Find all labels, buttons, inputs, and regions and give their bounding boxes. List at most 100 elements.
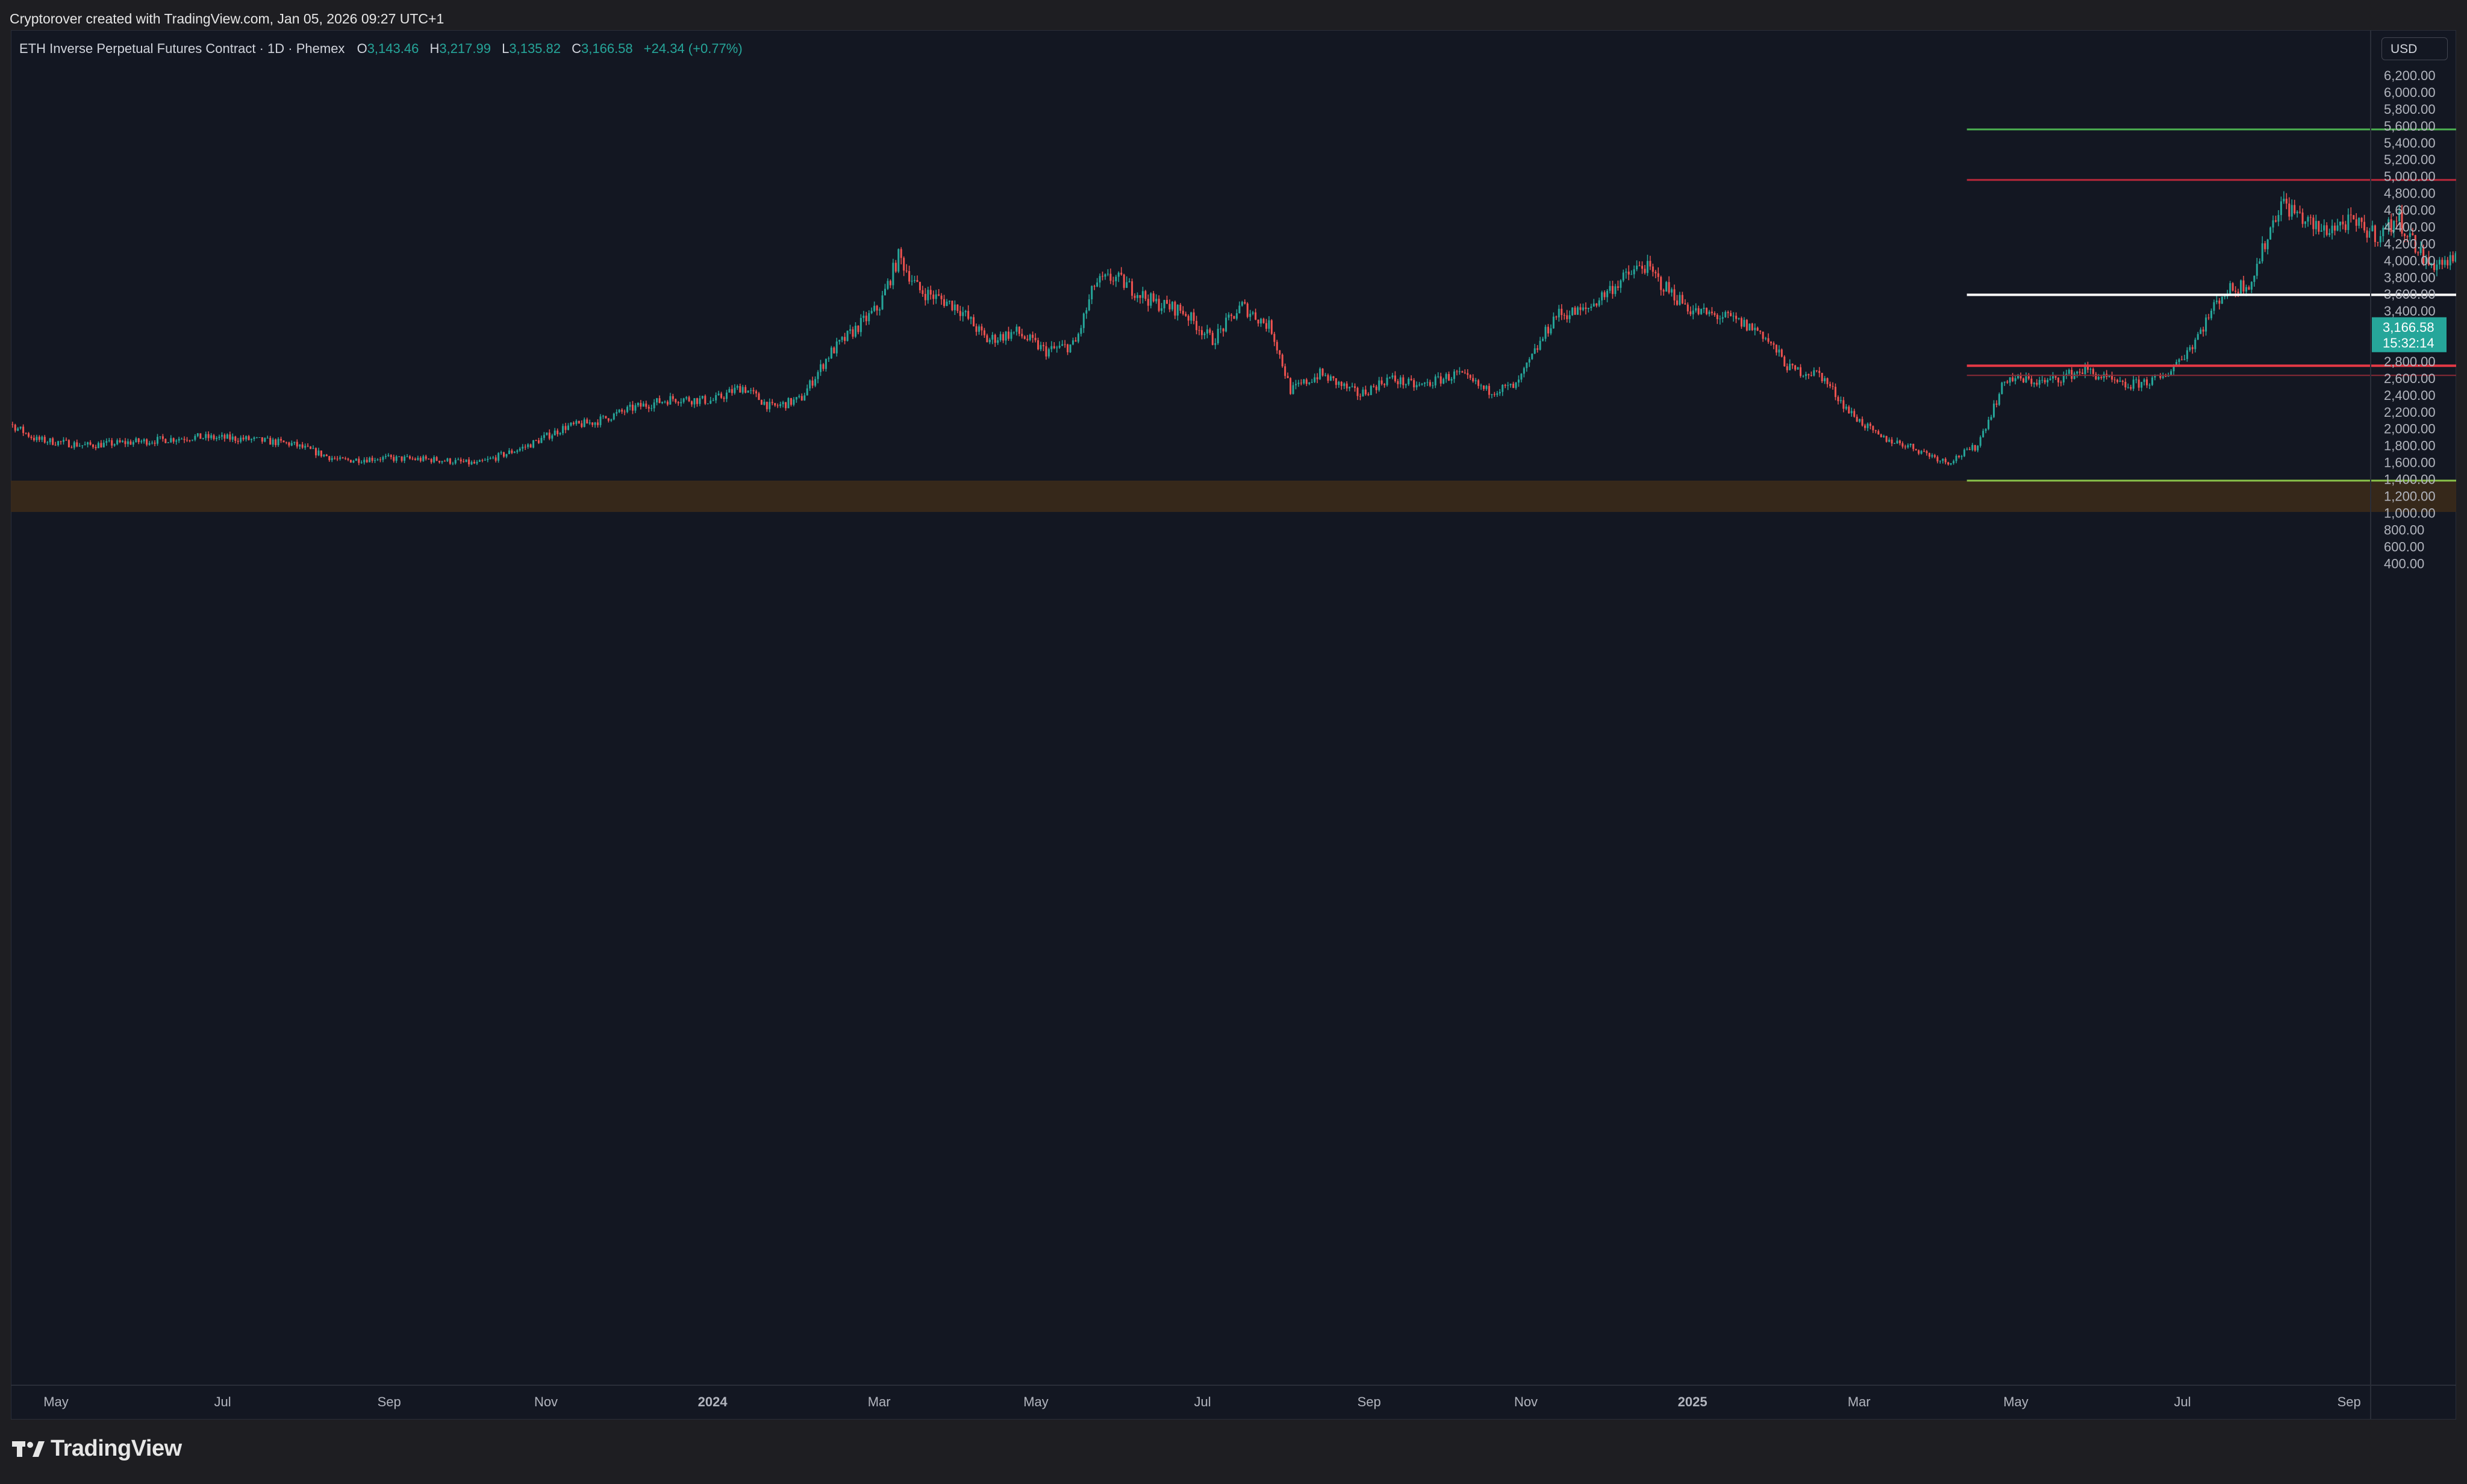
candle-body xyxy=(97,443,99,449)
candle-body xyxy=(2017,375,2019,378)
candle-body xyxy=(1458,371,1461,372)
candle-body xyxy=(1241,302,1243,306)
candle-body xyxy=(1109,273,1112,281)
candle-body xyxy=(2347,214,2350,230)
candle-body xyxy=(693,398,696,405)
candle-body xyxy=(1120,272,1123,275)
candle-body xyxy=(2119,381,2121,382)
candle-body xyxy=(1155,299,1158,302)
candle-body xyxy=(672,396,674,399)
candle-body xyxy=(11,424,14,425)
candle-body xyxy=(2264,243,2266,249)
candle-body xyxy=(1168,304,1171,310)
candle-body xyxy=(2205,317,2207,332)
candle-body xyxy=(2167,375,2169,377)
candle-body xyxy=(1536,348,1539,350)
candle-body xyxy=(1364,389,1367,394)
candle-body xyxy=(935,294,937,299)
candle-body xyxy=(2379,236,2381,243)
candle-body xyxy=(2006,381,2009,383)
candle-body xyxy=(924,294,926,301)
candle-body xyxy=(463,461,465,463)
candle-body xyxy=(1539,340,1541,350)
candle-body xyxy=(680,402,682,404)
candle-body xyxy=(1410,378,1412,381)
price-tick-label: 1,600.00 xyxy=(2384,455,2436,470)
candle-body xyxy=(248,436,250,440)
time-tick-label: Jul xyxy=(1194,1394,1211,1409)
candle-body xyxy=(997,340,999,343)
candle-body xyxy=(2095,373,2097,379)
candle-body xyxy=(366,460,368,463)
chart-panel[interactable] xyxy=(11,30,2456,1420)
candle-body xyxy=(535,440,537,441)
candle-body xyxy=(494,457,497,461)
symbol-legend[interactable]: ETH Inverse Perpetual Futures Contract ·… xyxy=(19,41,750,57)
candle-body xyxy=(2436,264,2438,270)
candle-body xyxy=(2089,369,2092,370)
candle-body xyxy=(1262,319,1265,323)
candle-body xyxy=(1099,276,1101,283)
candle-body xyxy=(1402,377,1405,385)
candle-body xyxy=(841,337,843,340)
candle-body xyxy=(1150,293,1152,306)
candle-body xyxy=(1894,443,1896,444)
candle-body xyxy=(167,442,169,443)
candle-body xyxy=(1874,430,1877,431)
price-tick-label: 4,000.00 xyxy=(2384,253,2436,268)
symbol-title[interactable]: ETH Inverse Perpetual Futures Contract ·… xyxy=(19,41,345,56)
price-tick-label: 2,000.00 xyxy=(2384,422,2436,437)
candle-body xyxy=(1898,440,1901,444)
candle-body xyxy=(675,399,677,402)
candle-body xyxy=(1061,344,1064,346)
candle-body xyxy=(441,461,443,463)
candle-body xyxy=(1585,307,1587,310)
candle-body xyxy=(116,440,119,444)
candle-body xyxy=(540,438,543,443)
price-tick-label: 6,000.00 xyxy=(2384,85,2436,100)
brand-logo[interactable]: TradingView xyxy=(12,1436,182,1462)
candle-body xyxy=(581,423,583,427)
candle-body xyxy=(1998,394,2000,405)
chart-canvas[interactable]: -0.168 (5,556.53)0 (4,956.16)0.382 (3,59… xyxy=(11,30,2456,1420)
candle-body xyxy=(1834,387,1836,398)
candle-body xyxy=(1974,444,1976,450)
candle-body xyxy=(382,457,384,460)
candle-body xyxy=(618,410,620,413)
candle-body xyxy=(111,440,113,446)
candle-body xyxy=(1867,423,1869,428)
candle-body xyxy=(1727,312,1729,313)
candle-body xyxy=(2141,382,2143,388)
candle-body xyxy=(1651,266,1654,272)
candle-body xyxy=(2422,247,2425,264)
candle-body xyxy=(1933,455,1936,457)
candle-body xyxy=(1571,307,1574,316)
candle-body xyxy=(1896,440,1898,444)
candle-body xyxy=(2111,375,2113,380)
candle-body xyxy=(1869,423,1871,426)
candle-body xyxy=(122,441,124,443)
candle-body xyxy=(1238,305,1241,314)
candle-body xyxy=(1679,295,1681,305)
candle-body xyxy=(126,441,129,444)
candle-body xyxy=(1136,295,1138,298)
candle-body xyxy=(446,458,449,461)
candle-body xyxy=(1161,308,1163,311)
candle-body xyxy=(1582,307,1584,310)
candle-body xyxy=(527,444,529,447)
candle-body xyxy=(325,454,328,457)
footer-bar xyxy=(0,1420,2467,1484)
candle-body xyxy=(1523,368,1525,374)
candle-body xyxy=(747,390,749,393)
candle-body xyxy=(159,436,161,437)
candle-body xyxy=(1069,344,1071,352)
candle-body xyxy=(1649,261,1651,267)
currency-selector[interactable]: USD xyxy=(2381,37,2448,60)
candle-body xyxy=(591,422,594,425)
candle-body xyxy=(1832,386,1834,387)
candle-body xyxy=(1305,379,1308,384)
price-tick-label: 3,800.00 xyxy=(2384,270,2436,285)
candle-body xyxy=(943,299,946,307)
candle-body xyxy=(621,410,623,412)
candle-body xyxy=(2342,221,2344,225)
